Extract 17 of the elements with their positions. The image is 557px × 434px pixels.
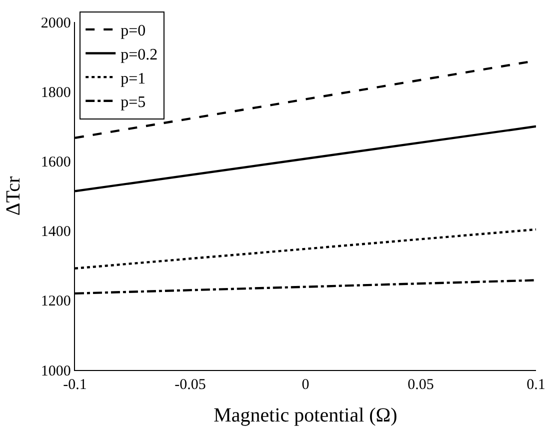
x-tick-label: 0.05 xyxy=(408,377,434,394)
legend-label: p=0.2 xyxy=(120,46,158,64)
y-tick-label: 1000 xyxy=(40,363,71,380)
x-axis-title: Magnetic potential (Ω) xyxy=(214,404,398,427)
y-tick-label: 1200 xyxy=(40,294,71,310)
y-tick-label: 2000 xyxy=(40,15,71,32)
y-tick-label: 1400 xyxy=(40,224,71,240)
y-axis-title: ΔTcr xyxy=(2,176,24,216)
legend-label: p=0 xyxy=(120,22,146,40)
legend-label: p=5 xyxy=(120,94,146,112)
x-tick-label: -0.05 xyxy=(174,377,206,394)
x-tick-label: 0.1 xyxy=(526,377,546,394)
y-tick-label: 1800 xyxy=(40,84,71,101)
x-tick-label: -0.1 xyxy=(63,377,87,394)
legend-label: p=1 xyxy=(120,70,146,88)
y-tick-label: 1600 xyxy=(40,154,71,170)
x-tick-label: 0 xyxy=(302,377,310,394)
